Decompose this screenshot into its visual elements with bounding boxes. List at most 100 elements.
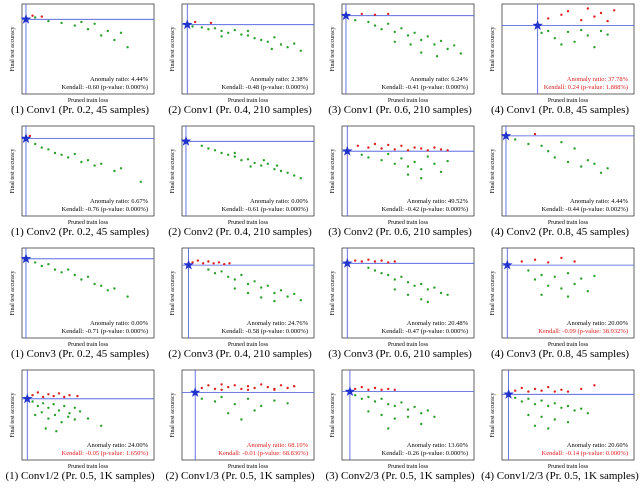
point: [433, 43, 436, 46]
point: [52, 403, 55, 406]
point: [573, 409, 576, 412]
point: [593, 274, 596, 278]
point: [191, 261, 194, 264]
point: [413, 160, 416, 164]
point: [446, 159, 449, 163]
baseline-star: [344, 386, 356, 396]
point: [52, 394, 55, 398]
point: [246, 158, 250, 161]
point: [253, 37, 256, 40]
point: [86, 159, 90, 162]
point: [253, 409, 256, 412]
caption: (1) Conv2 (Pr. 0.2, 45 samples): [11, 226, 149, 238]
point: [553, 156, 556, 159]
point: [566, 160, 570, 164]
point: [580, 277, 583, 280]
point: [68, 412, 71, 415]
annotation: Kendall: -0.14 (p-value: 0.000%): [542, 450, 628, 457]
x-axis-label: Pruned train loss: [388, 98, 429, 104]
annotation: Anomaly ratio: 37.78%: [567, 76, 629, 83]
point: [387, 387, 390, 391]
point: [573, 40, 576, 43]
plot-frame: [501, 369, 635, 461]
point: [93, 22, 96, 25]
point: [459, 52, 462, 55]
point: [446, 47, 449, 51]
point: [586, 412, 589, 415]
point: [240, 159, 243, 162]
annotation: Anomaly ratio: 49.52%: [407, 198, 469, 205]
point: [533, 278, 537, 281]
point: [31, 400, 34, 403]
point: [547, 284, 550, 287]
point: [246, 385, 250, 388]
point: [380, 413, 383, 417]
point: [40, 411, 43, 414]
point: [580, 19, 583, 22]
plot-frame: [21, 3, 155, 95]
point: [36, 404, 40, 408]
plot-frame: [341, 369, 475, 461]
point: [533, 387, 537, 391]
point: [260, 383, 263, 386]
point: [73, 152, 77, 156]
point: [194, 20, 197, 24]
point: [28, 134, 32, 138]
point: [547, 17, 550, 20]
point: [213, 400, 217, 403]
point: [63, 395, 66, 399]
point: [86, 275, 90, 278]
point: [547, 261, 550, 264]
point: [279, 289, 283, 292]
y-axis-label: Final test accuracy: [10, 27, 16, 72]
point: [53, 151, 57, 155]
annotation: Kendall: -0.09 (p-value: 38.932%): [538, 328, 628, 335]
point: [426, 300, 429, 304]
point: [420, 422, 423, 426]
point: [560, 256, 563, 260]
point: [527, 269, 530, 272]
point: [246, 282, 250, 286]
annotation: Anomaly ratio: 20.00%: [567, 320, 629, 327]
point: [220, 388, 223, 391]
caption: (4) Conv3 (Pr. 0.8, 45 samples): [491, 348, 629, 360]
point: [367, 388, 370, 391]
x-axis-label: Pruned train loss: [68, 220, 109, 226]
point: [213, 27, 217, 30]
baseline-star: [190, 387, 201, 397]
x-axis-label: Pruned train loss: [228, 342, 269, 348]
plot-frame: [501, 247, 635, 339]
point: [400, 401, 403, 404]
point: [520, 400, 523, 403]
point: [367, 20, 370, 24]
caption: (1) Conv1 (Pr. 0.2, 45 samples): [11, 104, 149, 116]
point: [380, 397, 383, 400]
point: [293, 42, 296, 45]
point: [273, 399, 276, 402]
point: [373, 24, 377, 27]
point: [260, 296, 263, 299]
point: [527, 390, 530, 393]
point: [53, 413, 57, 417]
annotation: Anomaly ratio: 2.38%: [250, 76, 309, 83]
point: [387, 403, 390, 406]
plot-frame: [501, 3, 635, 95]
point: [439, 39, 443, 43]
baseline-star: [183, 259, 194, 270]
point: [126, 46, 129, 49]
plot-frame: [341, 3, 475, 95]
point: [393, 388, 396, 391]
point: [286, 402, 289, 405]
point: [514, 138, 517, 141]
point: [220, 29, 223, 33]
point: [540, 399, 543, 402]
point: [139, 180, 142, 183]
point: [223, 263, 226, 266]
point: [387, 12, 390, 16]
point: [573, 282, 576, 286]
point: [227, 153, 230, 156]
point: [373, 13, 377, 16]
baseline-star: [503, 388, 514, 399]
point: [67, 156, 70, 159]
annotation: Anomaly ratio: 24.00%: [87, 442, 149, 449]
